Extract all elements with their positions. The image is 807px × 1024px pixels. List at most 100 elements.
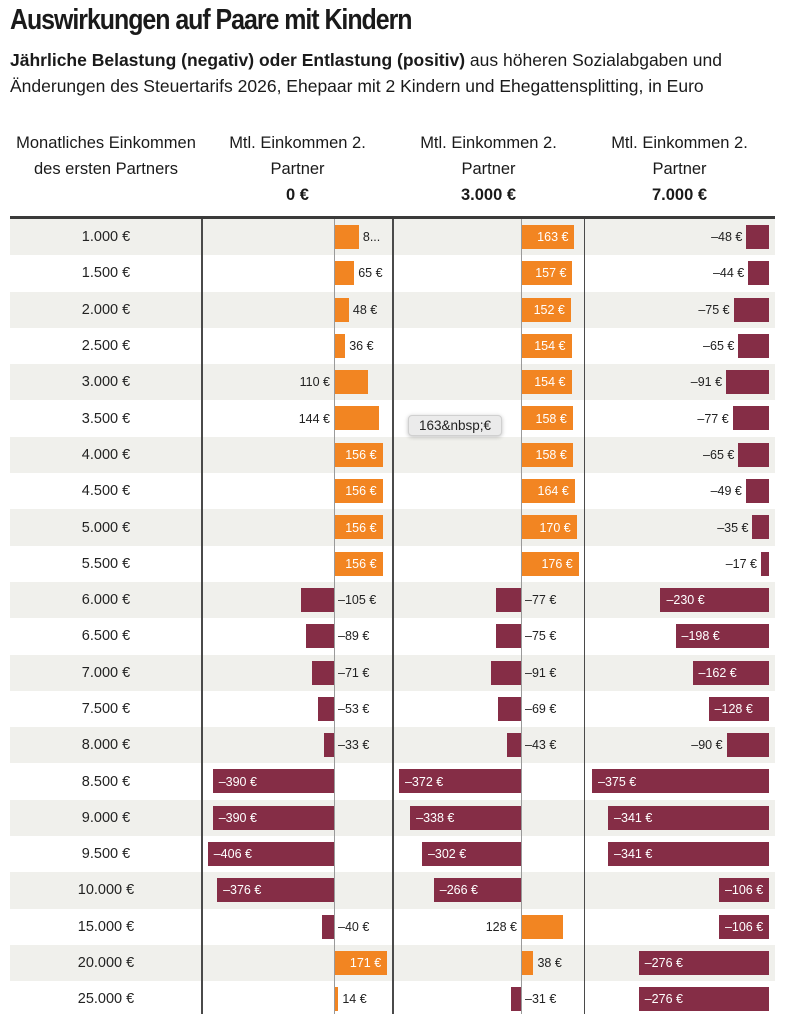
- column-divider: [583, 219, 585, 1014]
- bar[interactable]: [521, 950, 534, 975]
- bar[interactable]: [498, 696, 521, 721]
- bar[interactable]: [433, 878, 521, 903]
- bar[interactable]: [212, 805, 334, 830]
- data-label: –91 €: [690, 375, 723, 390]
- bar[interactable]: [311, 660, 334, 685]
- bar[interactable]: [521, 551, 579, 576]
- row-label: 1.500 €: [81, 265, 131, 282]
- row-label: 6.500 €: [81, 628, 131, 645]
- bar[interactable]: [421, 842, 521, 867]
- bar[interactable]: [323, 733, 334, 758]
- bar[interactable]: [592, 769, 769, 794]
- bar[interactable]: [521, 914, 563, 939]
- data-label: 157 €: [535, 266, 567, 281]
- bar[interactable]: [692, 660, 769, 685]
- data-label: –406 €: [213, 847, 252, 862]
- row-header: Monatliches Einkommen des ersten Partner…: [16, 134, 196, 178]
- bar[interactable]: [738, 442, 769, 467]
- bar[interactable]: [495, 587, 521, 612]
- bar[interactable]: [334, 297, 349, 322]
- bar[interactable]: [334, 551, 383, 576]
- data-label: –372 €: [404, 774, 444, 789]
- bar[interactable]: [334, 987, 339, 1012]
- bar[interactable]: [506, 733, 521, 758]
- data-label: 8...: [362, 230, 381, 245]
- bar[interactable]: [726, 370, 769, 395]
- data-label: 171 €: [349, 956, 382, 971]
- table-row: 9.500 € –406 € –302 € –341 €: [10, 836, 775, 872]
- bar[interactable]: [748, 261, 769, 286]
- bar[interactable]: [334, 479, 383, 504]
- data-label: –276 €: [644, 992, 683, 1007]
- bar[interactable]: [733, 297, 769, 322]
- data-label: 156 €: [345, 556, 377, 571]
- bar[interactable]: [521, 225, 575, 249]
- bar[interactable]: [410, 805, 521, 830]
- bar[interactable]: [212, 769, 334, 794]
- row-label: 20.000 €: [77, 955, 135, 972]
- bar[interactable]: [760, 551, 769, 576]
- table-row: 3.500 € 144 € 158 € –77 €: [10, 400, 775, 436]
- bar[interactable]: [726, 733, 769, 758]
- bar[interactable]: [334, 333, 346, 358]
- row-label: 7.000 €: [81, 664, 131, 681]
- bar[interactable]: [708, 696, 769, 721]
- bar[interactable]: [521, 515, 577, 540]
- bar[interactable]: [521, 261, 573, 286]
- bar[interactable]: [317, 696, 334, 721]
- bar[interactable]: [398, 769, 521, 794]
- bar[interactable]: [334, 950, 388, 975]
- bar[interactable]: [334, 370, 369, 395]
- data-label: 164 €: [537, 484, 569, 499]
- table-row: 4.500 € 156 € 164 € –49 €: [10, 473, 775, 509]
- row-label: 9.000 €: [81, 809, 131, 826]
- bar[interactable]: [510, 987, 521, 1012]
- row-label: 4.500 €: [81, 483, 131, 500]
- bar[interactable]: [334, 442, 383, 467]
- data-label: 158 €: [535, 447, 567, 462]
- bar[interactable]: [306, 624, 334, 649]
- bar[interactable]: [521, 406, 573, 431]
- bar[interactable]: [608, 805, 769, 830]
- zero-axis-line: [521, 219, 522, 1014]
- data-label: –33 €: [338, 738, 370, 753]
- bar[interactable]: [660, 587, 769, 612]
- data-label: –75 €: [698, 302, 730, 317]
- bar[interactable]: [746, 225, 769, 249]
- data-label: –43 €: [525, 738, 557, 753]
- data-label: –77 €: [525, 593, 557, 608]
- bar[interactable]: [521, 370, 572, 395]
- bar[interactable]: [521, 479, 575, 504]
- bar[interactable]: [301, 587, 334, 612]
- bar[interactable]: [334, 225, 359, 249]
- bar[interactable]: [521, 297, 571, 322]
- bar[interactable]: [496, 624, 521, 649]
- row-label: 15.000 €: [77, 918, 135, 935]
- bar[interactable]: [521, 442, 573, 467]
- bar[interactable]: [718, 914, 769, 939]
- bar[interactable]: [334, 261, 355, 286]
- bar[interactable]: [638, 950, 769, 975]
- bar[interactable]: [321, 914, 334, 939]
- bar[interactable]: [217, 878, 334, 903]
- data-label: 48 €: [352, 302, 378, 317]
- bar[interactable]: [675, 624, 769, 649]
- bar[interactable]: [738, 333, 769, 358]
- bar[interactable]: [334, 406, 379, 431]
- chart-subtitle: Jährliche Belastung (negativ) oder Entla…: [10, 47, 800, 99]
- data-label: –31 €: [525, 992, 557, 1007]
- bar[interactable]: [638, 987, 769, 1012]
- column-header-3000: Mtl. Einkommen 2. Partner 3.000 €: [393, 130, 584, 208]
- bar[interactable]: [752, 515, 769, 540]
- bar[interactable]: [732, 406, 769, 431]
- bar[interactable]: [745, 479, 769, 504]
- bar[interactable]: [718, 878, 769, 903]
- bar[interactable]: [207, 842, 334, 867]
- data-label: –198 €: [681, 629, 720, 644]
- bar[interactable]: [608, 842, 769, 867]
- data-label: –266 €: [439, 883, 478, 898]
- data-label: –106 €: [724, 883, 764, 898]
- bar[interactable]: [491, 660, 521, 685]
- bar[interactable]: [521, 333, 572, 358]
- bar[interactable]: [334, 515, 383, 540]
